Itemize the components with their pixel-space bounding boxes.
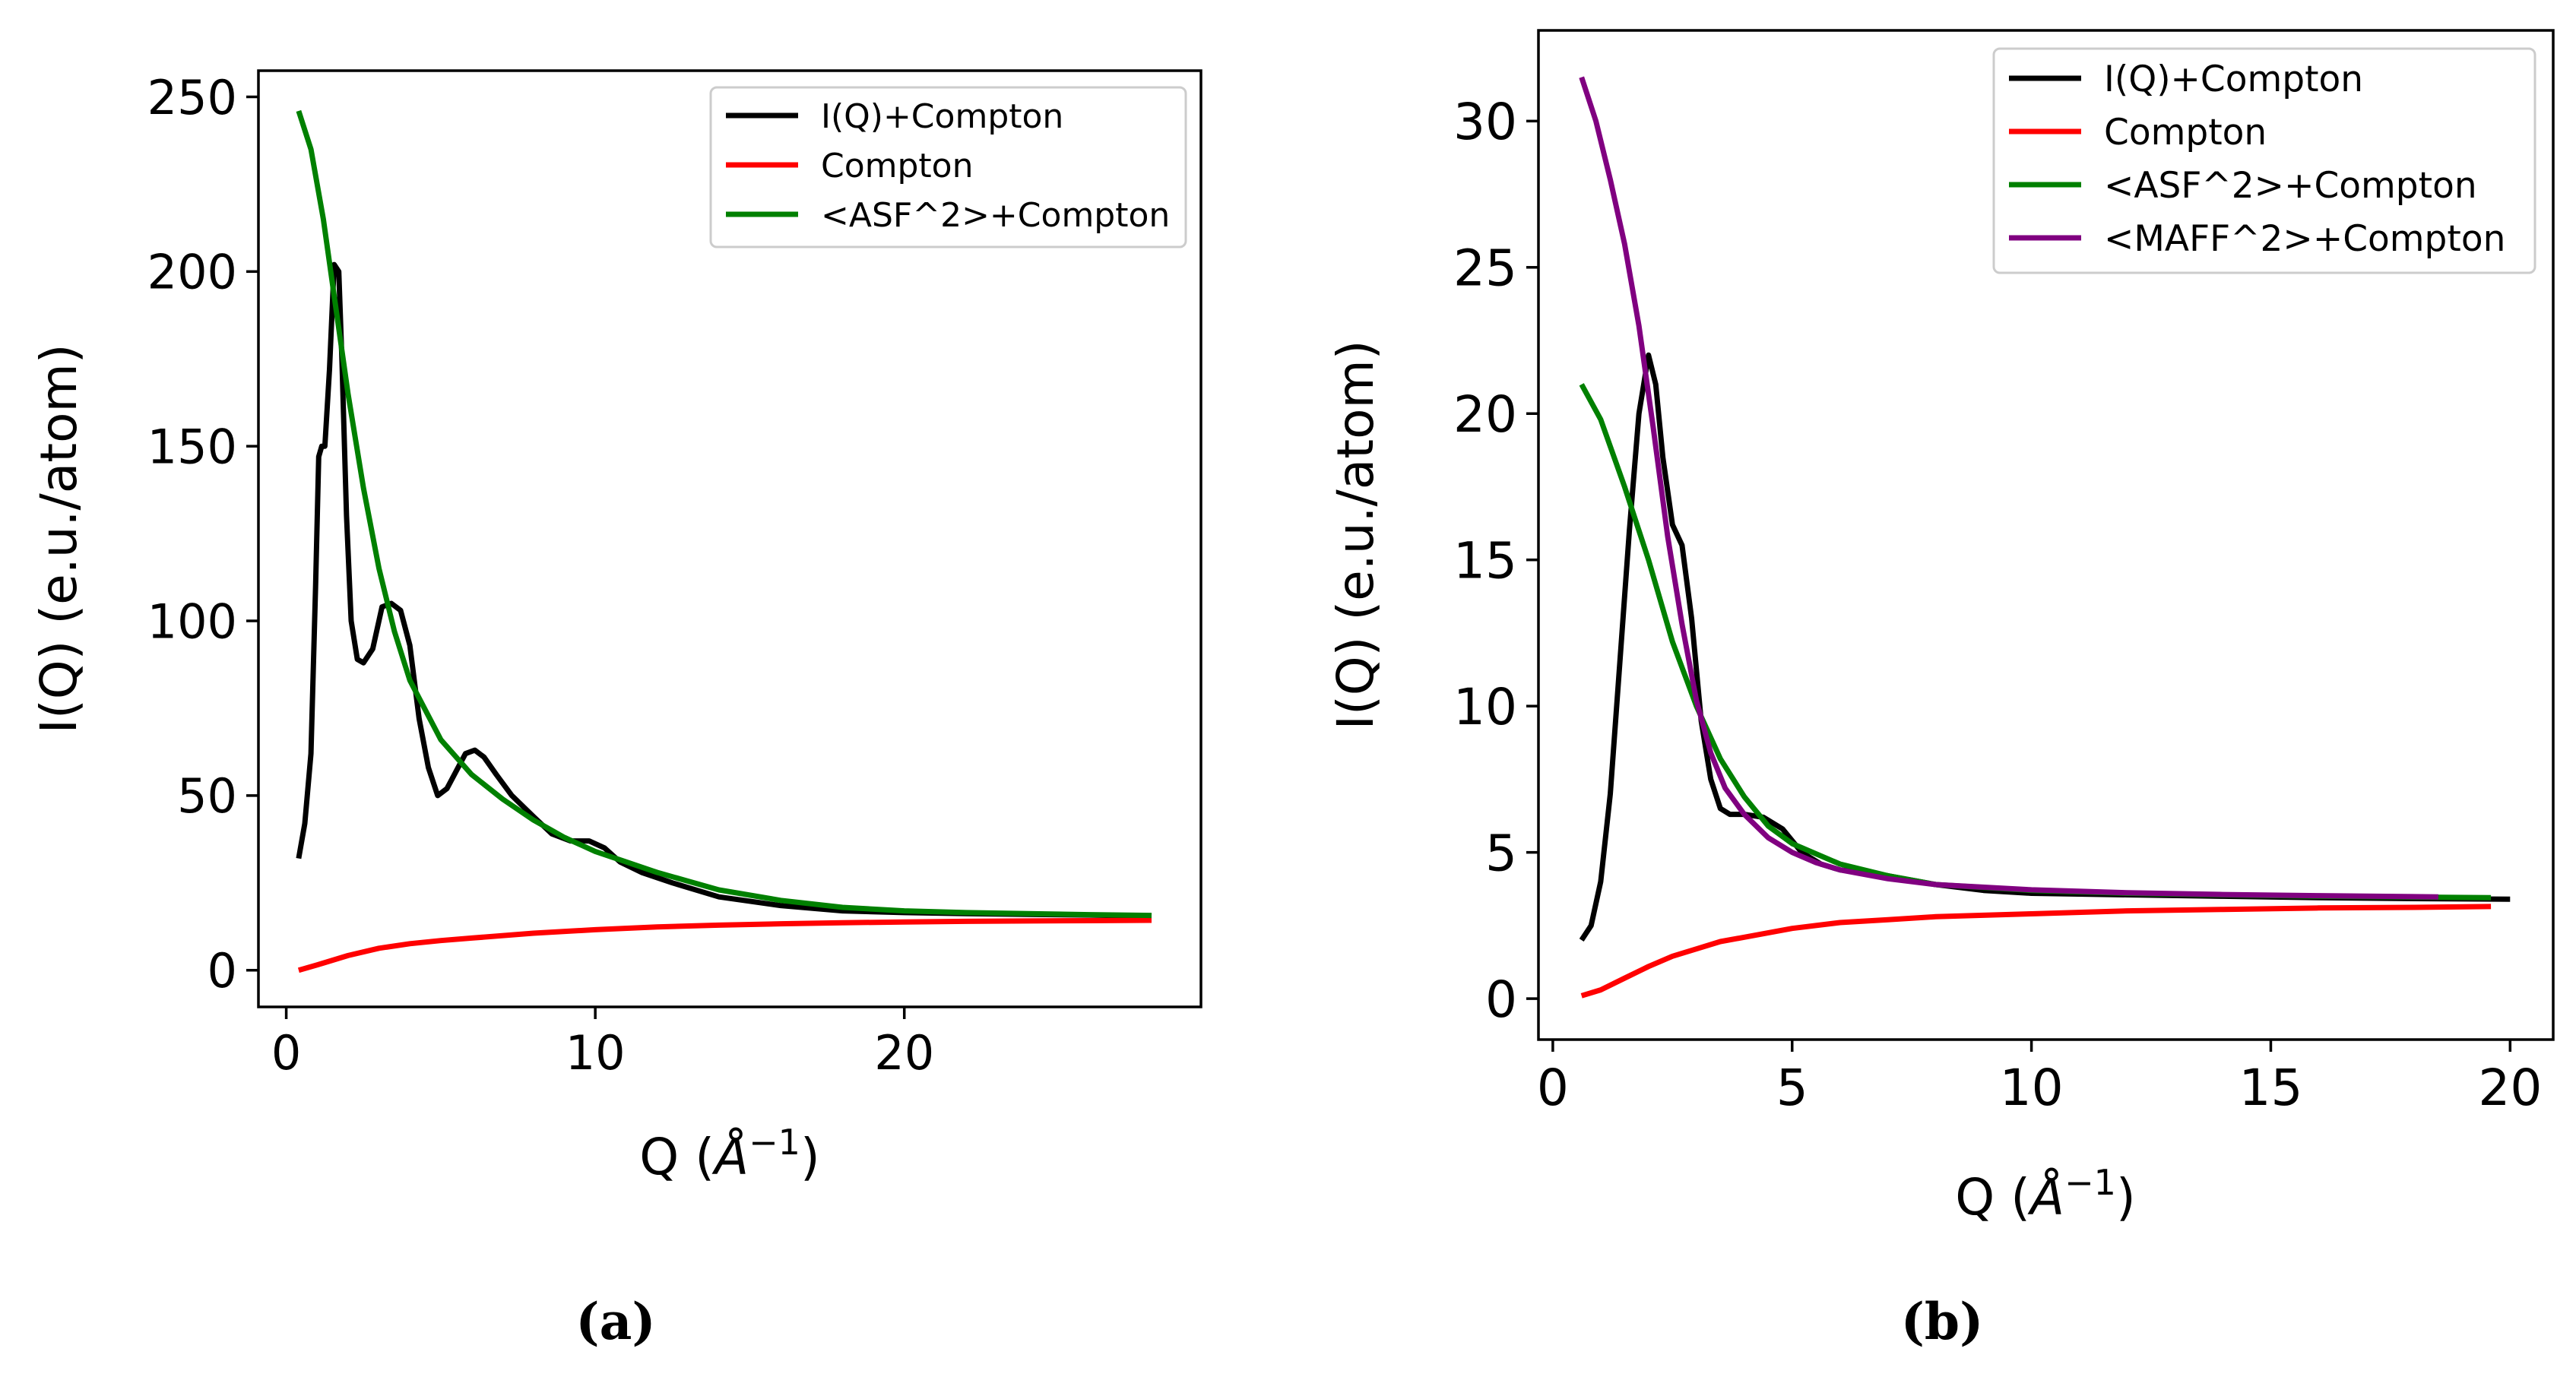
x-tick-label: 0 <box>1537 1059 1569 1117</box>
panel-caption-b: (b) <box>1901 1292 1984 1351</box>
series-line-compton <box>1580 904 2492 999</box>
legend-label: <ASF^2>+Compton <box>821 196 1170 235</box>
series-line-asf-2-compton <box>296 109 1152 919</box>
y-tick-label: 100 <box>147 594 237 649</box>
y-axis-ticks: 0 5 10 15 20 25 30 <box>1453 93 1538 1029</box>
legend-label: I(Q)+Compton <box>821 97 1063 136</box>
y-tick-label: 25 <box>1453 239 1517 298</box>
series-line-i-q-compton <box>1579 352 2511 942</box>
x-tick-label: 5 <box>1776 1059 1808 1117</box>
chart-panel-b: 0 5 10 15 20 0 5 10 15 20 25 30 I(Q) (e.u./atom) Q… <box>1326 29 2555 1227</box>
y-tick-label: 150 <box>147 419 237 474</box>
y-tick-label: 20 <box>1453 385 1517 444</box>
y-tick-label: 250 <box>147 70 237 125</box>
y-tick-label: 50 <box>177 768 237 824</box>
y-tick-label: 0 <box>208 943 237 999</box>
y-tick-label: 5 <box>1485 824 1517 882</box>
legend-label: <MAFF^2>+Compton <box>2104 218 2505 260</box>
legend-label: <ASF^2>+Compton <box>2104 165 2477 207</box>
y-axis-label: I(Q) (e.u./atom) <box>1326 340 1385 730</box>
legend: I(Q)+Compton Compton <ASF^2>+Compton <box>709 86 1187 248</box>
y-axis-ticks: 0 50 100 150 200 250 <box>147 70 258 999</box>
series-line-maff-2-compton <box>1579 76 2438 900</box>
x-axis-label: Q (Å−1) <box>1955 1162 2135 1227</box>
x-tick-label: 0 <box>271 1025 301 1081</box>
legend-label: Compton <box>2104 112 2267 154</box>
x-axis-ticks: 0 10 20 <box>271 1007 934 1081</box>
x-tick-label: 10 <box>566 1025 626 1081</box>
legend-label: I(Q)+Compton <box>2104 59 2363 100</box>
x-tick-label: 20 <box>874 1025 934 1081</box>
x-axis-ticks: 0 5 10 15 20 <box>1537 1040 2542 1117</box>
series-line-i-q-compton <box>296 261 1152 919</box>
x-tick-label: 10 <box>2000 1059 2064 1117</box>
series-line-compton <box>297 917 1152 973</box>
plot-frame <box>1537 29 2555 1041</box>
plot-frame <box>257 69 1202 1008</box>
panel-caption-a: (a) <box>575 1292 655 1351</box>
x-axis-label: Q (Å−1) <box>639 1122 819 1186</box>
y-tick-label: 0 <box>1485 970 1517 1029</box>
y-tick-label: 200 <box>147 245 237 300</box>
y-axis-label: I(Q) (e.u./atom) <box>30 343 88 733</box>
legend-label: Compton <box>821 147 974 185</box>
legend-frame <box>1992 47 2536 274</box>
y-tick-label: 30 <box>1453 93 1517 151</box>
legend-frame <box>709 86 1187 248</box>
x-tick-label: 15 <box>2239 1059 2302 1117</box>
y-tick-label: 15 <box>1453 531 1517 590</box>
x-tick-label: 20 <box>2478 1059 2542 1117</box>
chart-panel-a: 0 10 20 0 50 100 150 200 250 I(Q) (e.u./atom) Q… <box>30 69 1202 1186</box>
legend: I(Q)+Compton Compton <ASF^2>+Compton <MAFF^… <box>1992 47 2536 274</box>
y-tick-label: 10 <box>1453 678 1517 736</box>
